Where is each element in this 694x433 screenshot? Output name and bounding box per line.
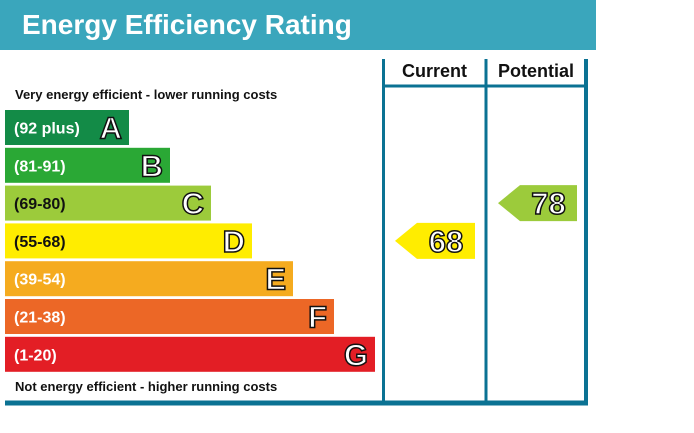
rating-arrows: 68 78 bbox=[395, 185, 577, 260]
band-range-g: (1-20) bbox=[14, 347, 57, 364]
band-range-e: (39-54) bbox=[14, 272, 66, 289]
band-letter-c: C bbox=[182, 186, 204, 221]
scale-note-top: Very energy efficient - lower running co… bbox=[15, 87, 277, 102]
chart-title: Energy Efficiency Rating bbox=[22, 9, 352, 40]
band-bar-a bbox=[5, 110, 129, 145]
potential-rating-arrow bbox=[498, 185, 577, 222]
band-letter-e: E bbox=[265, 262, 286, 297]
potential-rating-value: 78 bbox=[531, 186, 565, 221]
header-bar bbox=[0, 0, 596, 50]
band-range-c: (69-80) bbox=[14, 196, 66, 213]
potential-column-header: Potential bbox=[498, 61, 574, 81]
rating-bands: (92 plus) A (81-91) B (69-80) C (55-68) D (39-54… bbox=[5, 110, 375, 373]
band-bar-c bbox=[5, 185, 211, 221]
band-range-d: (55-68) bbox=[14, 234, 66, 251]
band-range-f: (21-38) bbox=[14, 310, 66, 327]
band-bar-e bbox=[5, 261, 293, 297]
scale-note-bottom: Not energy efficient - higher running co… bbox=[15, 379, 277, 394]
band-letter-a: A bbox=[100, 111, 122, 146]
current-rating-value: 68 bbox=[429, 224, 463, 259]
band-letter-d: D bbox=[223, 224, 245, 259]
band-range-b: (81-91) bbox=[14, 158, 66, 175]
band-bar-f bbox=[5, 299, 334, 334]
band-letter-f: F bbox=[308, 300, 327, 335]
band-bar-b bbox=[5, 147, 170, 183]
band-bar-d bbox=[5, 223, 252, 259]
band-letter-g: G bbox=[344, 337, 368, 372]
band-range-a: (92 plus) bbox=[14, 121, 80, 138]
current-column-header: Current bbox=[402, 61, 467, 81]
band-bar-g bbox=[5, 336, 375, 372]
band-letter-b: B bbox=[141, 148, 163, 183]
current-rating-arrow bbox=[395, 222, 475, 259]
